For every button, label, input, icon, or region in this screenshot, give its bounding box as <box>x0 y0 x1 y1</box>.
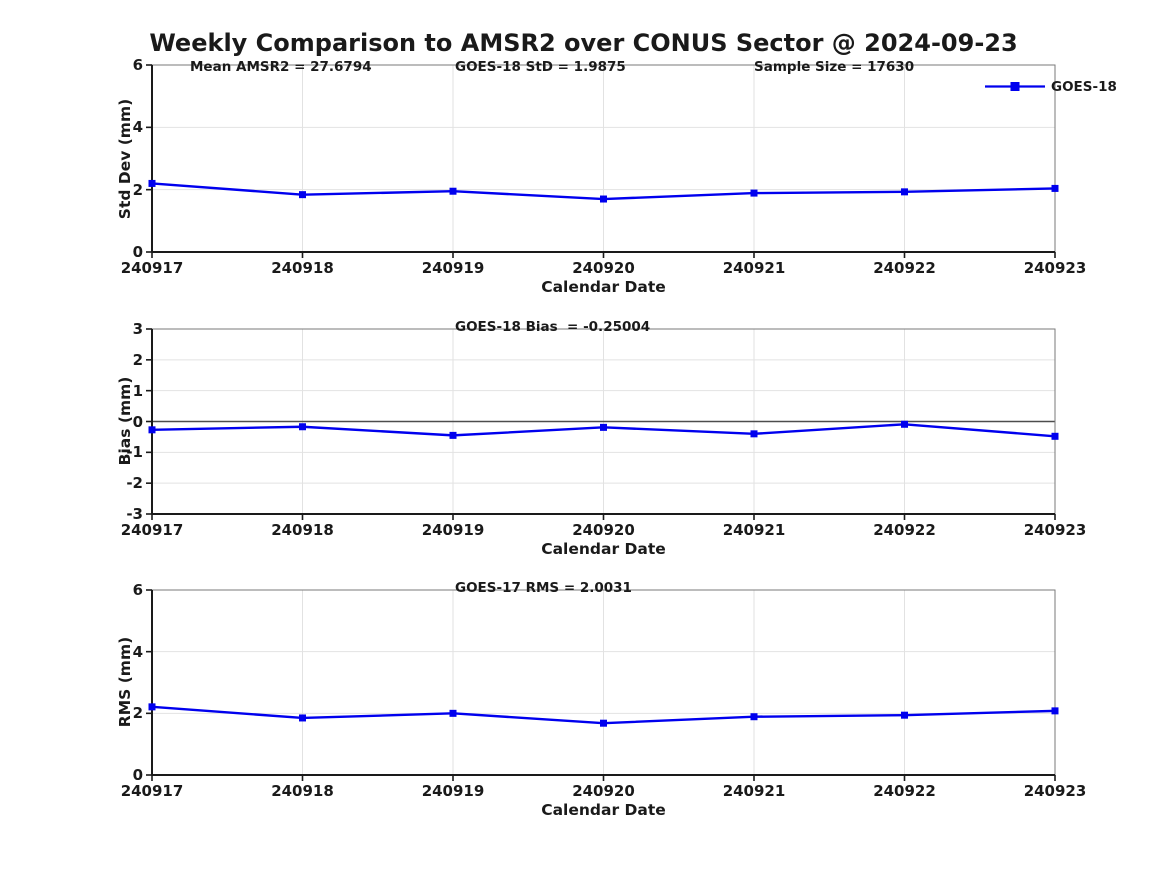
subplot-plot-1 <box>146 328 1059 520</box>
x-tick-label: 240917 <box>120 782 184 800</box>
x-axis-label-1: Calendar Date <box>541 278 666 296</box>
x-tick-label: 240923 <box>1023 521 1087 539</box>
x-tick-label: 240919 <box>421 259 485 277</box>
series-marker <box>901 711 908 719</box>
chart-title: Weekly Comparison to AMSR2 over CONUS Se… <box>149 29 1018 57</box>
y-tick-label: 2 <box>132 180 143 199</box>
series-marker <box>449 431 457 439</box>
x-axis-label-3: Calendar Date <box>541 801 666 819</box>
y-tick-label: -1 <box>126 443 143 462</box>
series-marker <box>148 703 156 711</box>
y-tick-label: 6 <box>132 581 143 599</box>
y-axis-label-rms: RMS (mm) <box>116 636 134 728</box>
annotation-mean-amsr2: Mean AMSR2 = 27.6794 <box>190 59 372 75</box>
y-tick-label: 3 <box>132 320 143 338</box>
x-tick-label: 240918 <box>271 259 334 277</box>
y-tick-label: 2 <box>132 350 143 369</box>
annotation-goes18-std: GOES-18 StD = 1.9875 <box>455 59 626 75</box>
annotation-goes17-rms: GOES-17 RMS = 2.0031 <box>455 580 632 596</box>
y-tick-label: -3 <box>126 505 143 523</box>
subplot-plot-2 <box>146 589 1059 781</box>
y-tick-label: -2 <box>126 474 143 493</box>
y-tick-label: 2 <box>132 704 143 723</box>
series-marker <box>1051 432 1059 440</box>
x-tick-label: 240923 <box>1023 782 1087 800</box>
series-marker <box>299 191 306 199</box>
x-tick-label: 240919 <box>421 782 485 800</box>
series-marker <box>750 430 758 438</box>
series-marker <box>750 713 758 721</box>
x-tick-label: 240917 <box>120 259 184 277</box>
x-tick-label: 240922 <box>873 782 936 800</box>
x-tick-label: 240922 <box>873 521 936 539</box>
series-marker <box>750 189 758 197</box>
series-marker <box>148 179 156 187</box>
y-tick-label: 1 <box>132 381 143 400</box>
legend-line-icon <box>985 82 1045 91</box>
x-tick-label: 240920 <box>572 521 635 539</box>
y-tick-label: 0 <box>132 412 143 431</box>
series-marker <box>299 714 306 722</box>
y-tick-label: 4 <box>132 642 143 661</box>
x-tick-label: 240919 <box>421 521 485 539</box>
series-marker <box>600 195 607 203</box>
series-marker <box>449 709 457 717</box>
x-tick-label: 240917 <box>120 521 184 539</box>
legend-label: GOES-18 <box>1051 79 1117 95</box>
series-marker <box>1051 184 1059 192</box>
annotation-sample-size: Sample Size = 17630 <box>754 59 915 75</box>
series-marker <box>600 423 607 431</box>
x-tick-label: 240922 <box>873 259 936 277</box>
x-tick-label: 240921 <box>722 782 786 800</box>
y-tick-label: 6 <box>132 56 143 74</box>
series-marker <box>600 719 607 727</box>
series-marker <box>1051 707 1059 715</box>
series-marker <box>148 426 156 434</box>
x-tick-label: 240920 <box>572 259 635 277</box>
x-tick-label: 240921 <box>722 521 786 539</box>
x-tick-label: 240918 <box>271 521 334 539</box>
y-axis-label-stddev: Std Dev (mm) <box>116 98 134 220</box>
series-marker <box>901 420 908 428</box>
y-tick-label: 4 <box>132 118 143 137</box>
annotation-goes18-bias: GOES-18 Bias = -0.25004 <box>455 319 651 335</box>
y-tick-label: 0 <box>132 766 143 784</box>
series-marker <box>299 423 306 431</box>
series-marker <box>901 188 908 196</box>
x-tick-label: 240920 <box>572 782 635 800</box>
x-tick-label: 240921 <box>722 259 786 277</box>
y-tick-label: 0 <box>132 243 143 261</box>
x-tick-label: 240923 <box>1023 259 1087 277</box>
subplot-plot-0 <box>146 64 1059 258</box>
series-marker <box>449 187 457 195</box>
x-axis-label-2: Calendar Date <box>541 540 666 558</box>
x-tick-label: 240918 <box>271 782 334 800</box>
